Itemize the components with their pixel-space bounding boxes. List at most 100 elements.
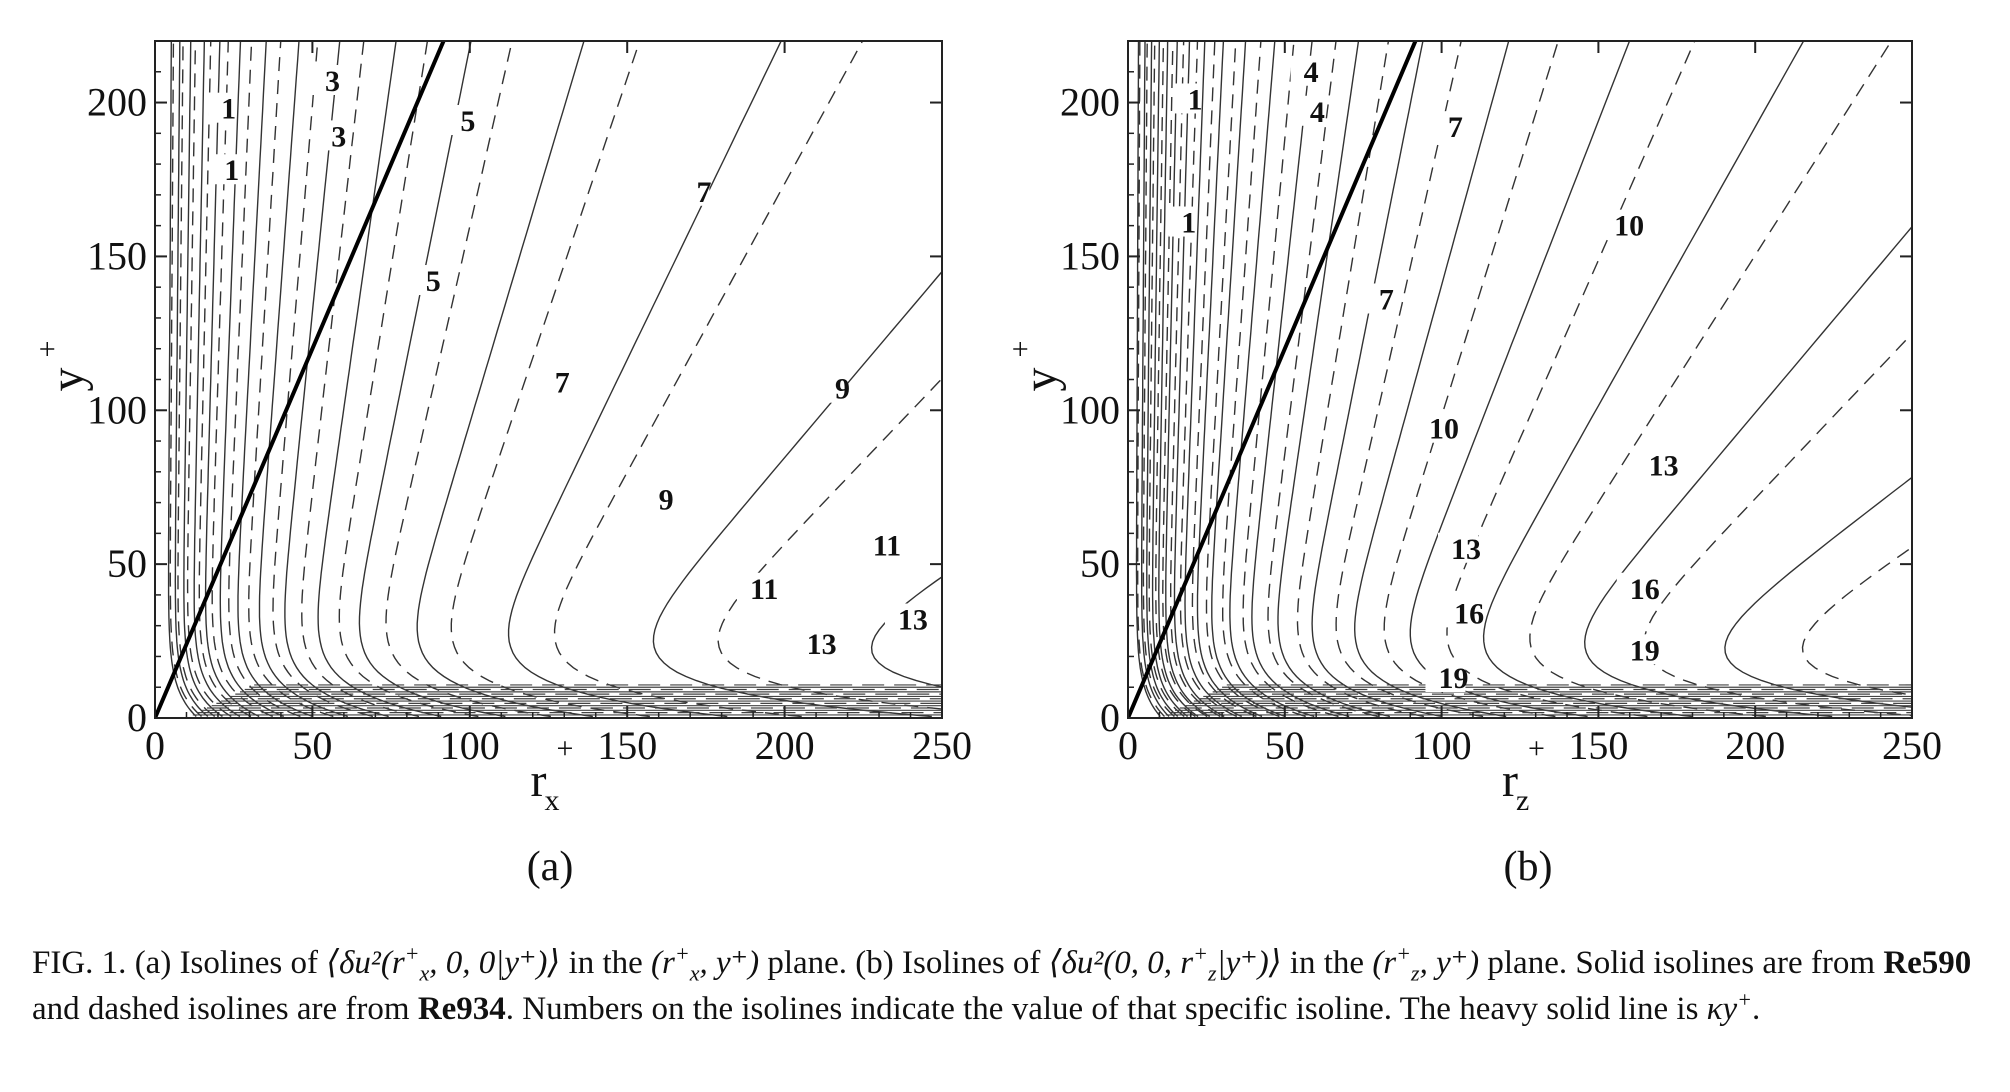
contour-label-bg xyxy=(1290,55,1317,86)
x-tick-label: 200 xyxy=(755,723,815,768)
y-tick-label: 50 xyxy=(1080,541,1120,586)
contour-label-bg xyxy=(1416,412,1457,443)
caption-period: . xyxy=(1752,991,1761,1027)
isoline-solid xyxy=(870,575,942,688)
x-tick-label: 250 xyxy=(912,723,972,768)
isoline-dashed xyxy=(717,377,942,710)
y-axis-label: y+ xyxy=(31,341,94,392)
contour-label-bg xyxy=(1635,449,1676,480)
x-axis-label-sup: + xyxy=(1528,732,1545,765)
x-axis-label: r + x xyxy=(531,732,574,817)
panel-label: (a) xyxy=(527,844,574,890)
panel-b: 1 1 4 4 7 7 10 10 13 13 16 16 19 19 0 50 100 150 200 250 0 50… xyxy=(1004,40,1942,890)
contour-label-bg xyxy=(318,120,345,151)
contour-label: 1 xyxy=(221,93,236,126)
isoline-dashed xyxy=(1155,41,1196,718)
contour-label: 16 xyxy=(1454,597,1484,630)
contour-label: 10 xyxy=(1429,413,1459,446)
contour-label-bg xyxy=(1441,597,1482,628)
x-ticks: 0 50 100 150 200 250 xyxy=(1118,41,1942,768)
x-tick-label: 50 xyxy=(1265,723,1305,768)
contour-label: 13 xyxy=(1649,450,1679,483)
x-axis-label: r + z xyxy=(1502,732,1545,817)
contour-label-bg xyxy=(1168,206,1195,237)
x-tick-label: 150 xyxy=(1568,723,1628,768)
contour-label-bg xyxy=(859,529,900,560)
isoline-solid xyxy=(507,41,782,718)
x-tick-label: 50 xyxy=(292,723,332,768)
caption-numbers-sentence: . Numbers on the isolines indicate the v… xyxy=(505,991,1699,1027)
x-tick-label: 250 xyxy=(1882,723,1942,768)
isoline-dashed xyxy=(1643,332,1912,717)
y-tick-label: 0 xyxy=(1100,695,1120,740)
y-tick-label: 200 xyxy=(1060,80,1120,125)
contour-label-bg xyxy=(1616,634,1657,665)
contour-label-bg xyxy=(645,483,672,514)
contour-label: 11 xyxy=(750,573,778,606)
isoline-dashed xyxy=(169,41,202,717)
y-axis-label-sup: + xyxy=(31,341,64,358)
figure-caption: FIG. 1. (a) Isolines of ⟨δu²(r+x, 0, 0|y… xyxy=(32,940,1972,1032)
panel-label: (b) xyxy=(1504,844,1553,890)
contour-label: 11 xyxy=(873,530,901,563)
caption-part-a-intro: (a) Isolines of xyxy=(134,945,318,981)
isoline-dashed xyxy=(272,41,374,718)
isoline-solid xyxy=(317,41,442,718)
contour-label-bg xyxy=(311,65,338,96)
contour-label: 9 xyxy=(659,484,674,517)
contour-label: 7 xyxy=(1448,111,1463,144)
isoline-solid xyxy=(1135,41,1161,717)
x-tick-label: 200 xyxy=(1725,723,1785,768)
x-ticks: 0 50 100 150 200 250 xyxy=(145,41,972,768)
contour-label-bg xyxy=(821,372,848,403)
contour-label: 9 xyxy=(835,373,850,406)
x-tick-label: 100 xyxy=(440,723,500,768)
contour-labels: 1 1 4 4 7 7 10 10 13 13 16 16 19 19 xyxy=(1168,55,1679,695)
isoline-dashed xyxy=(1529,41,1893,718)
y-tick-label: 0 xyxy=(127,695,147,740)
y-tick-label: 100 xyxy=(87,387,147,432)
isoline-solid xyxy=(193,41,241,718)
contour-label: 10 xyxy=(1614,210,1644,243)
caption-part-b-mid: in the xyxy=(1289,945,1365,981)
isoline-solid xyxy=(358,41,506,718)
contour-label-bg xyxy=(541,366,568,397)
contour-label-bg xyxy=(793,628,834,659)
contour-label: 1 xyxy=(1188,83,1203,116)
x-axis-label-sub: x xyxy=(545,784,560,817)
isoline-dashed xyxy=(1222,41,1306,718)
caption-re934: Re934 xyxy=(417,991,506,1027)
x-axis-label-sub: z xyxy=(1516,784,1529,817)
y-ticks: 0 50 100 150 200 xyxy=(87,40,942,740)
near-wall-band xyxy=(192,684,942,716)
contour-label-bg xyxy=(211,154,238,185)
y-axis-label-sup: + xyxy=(1004,341,1037,358)
isoline-dashed xyxy=(198,41,252,718)
contour-label: 3 xyxy=(331,120,346,153)
contour-label-bg xyxy=(884,603,925,634)
x-tick-label: 0 xyxy=(1118,723,1138,768)
contour-label: 4 xyxy=(1304,56,1319,89)
isoline-dashed xyxy=(1137,41,1165,717)
axes-frame xyxy=(1127,40,1913,719)
contour-label-bg xyxy=(1434,111,1461,142)
contour-label-bg xyxy=(1601,209,1642,240)
contour-label: 13 xyxy=(807,628,837,661)
caption-part-b-intro: (b) Isolines of xyxy=(855,945,1041,981)
contour-label: 7 xyxy=(1379,283,1394,316)
x-axis-label-sup: + xyxy=(557,732,574,765)
heavy-line-kappa-y xyxy=(155,41,446,718)
y-tick-label: 150 xyxy=(87,233,147,278)
caption-part-b-plane: (r+z, y⁺) xyxy=(1372,941,1480,986)
contour-label: 7 xyxy=(696,176,711,209)
isoline-dashed xyxy=(1801,546,1912,696)
contour-label-bg xyxy=(1616,572,1657,603)
x-axis-label-main: r xyxy=(1502,754,1518,807)
caption-and-dashed: and dashed isolines are from xyxy=(32,991,410,1027)
isoline-solid xyxy=(1311,41,1443,718)
x-tick-label: 0 xyxy=(145,723,165,768)
contour-label: 7 xyxy=(555,367,570,400)
y-axis-label-main: y xyxy=(41,368,94,392)
plot-area: 1 1 4 4 7 7 10 10 13 13 16 16 19 19 xyxy=(1128,41,1912,718)
